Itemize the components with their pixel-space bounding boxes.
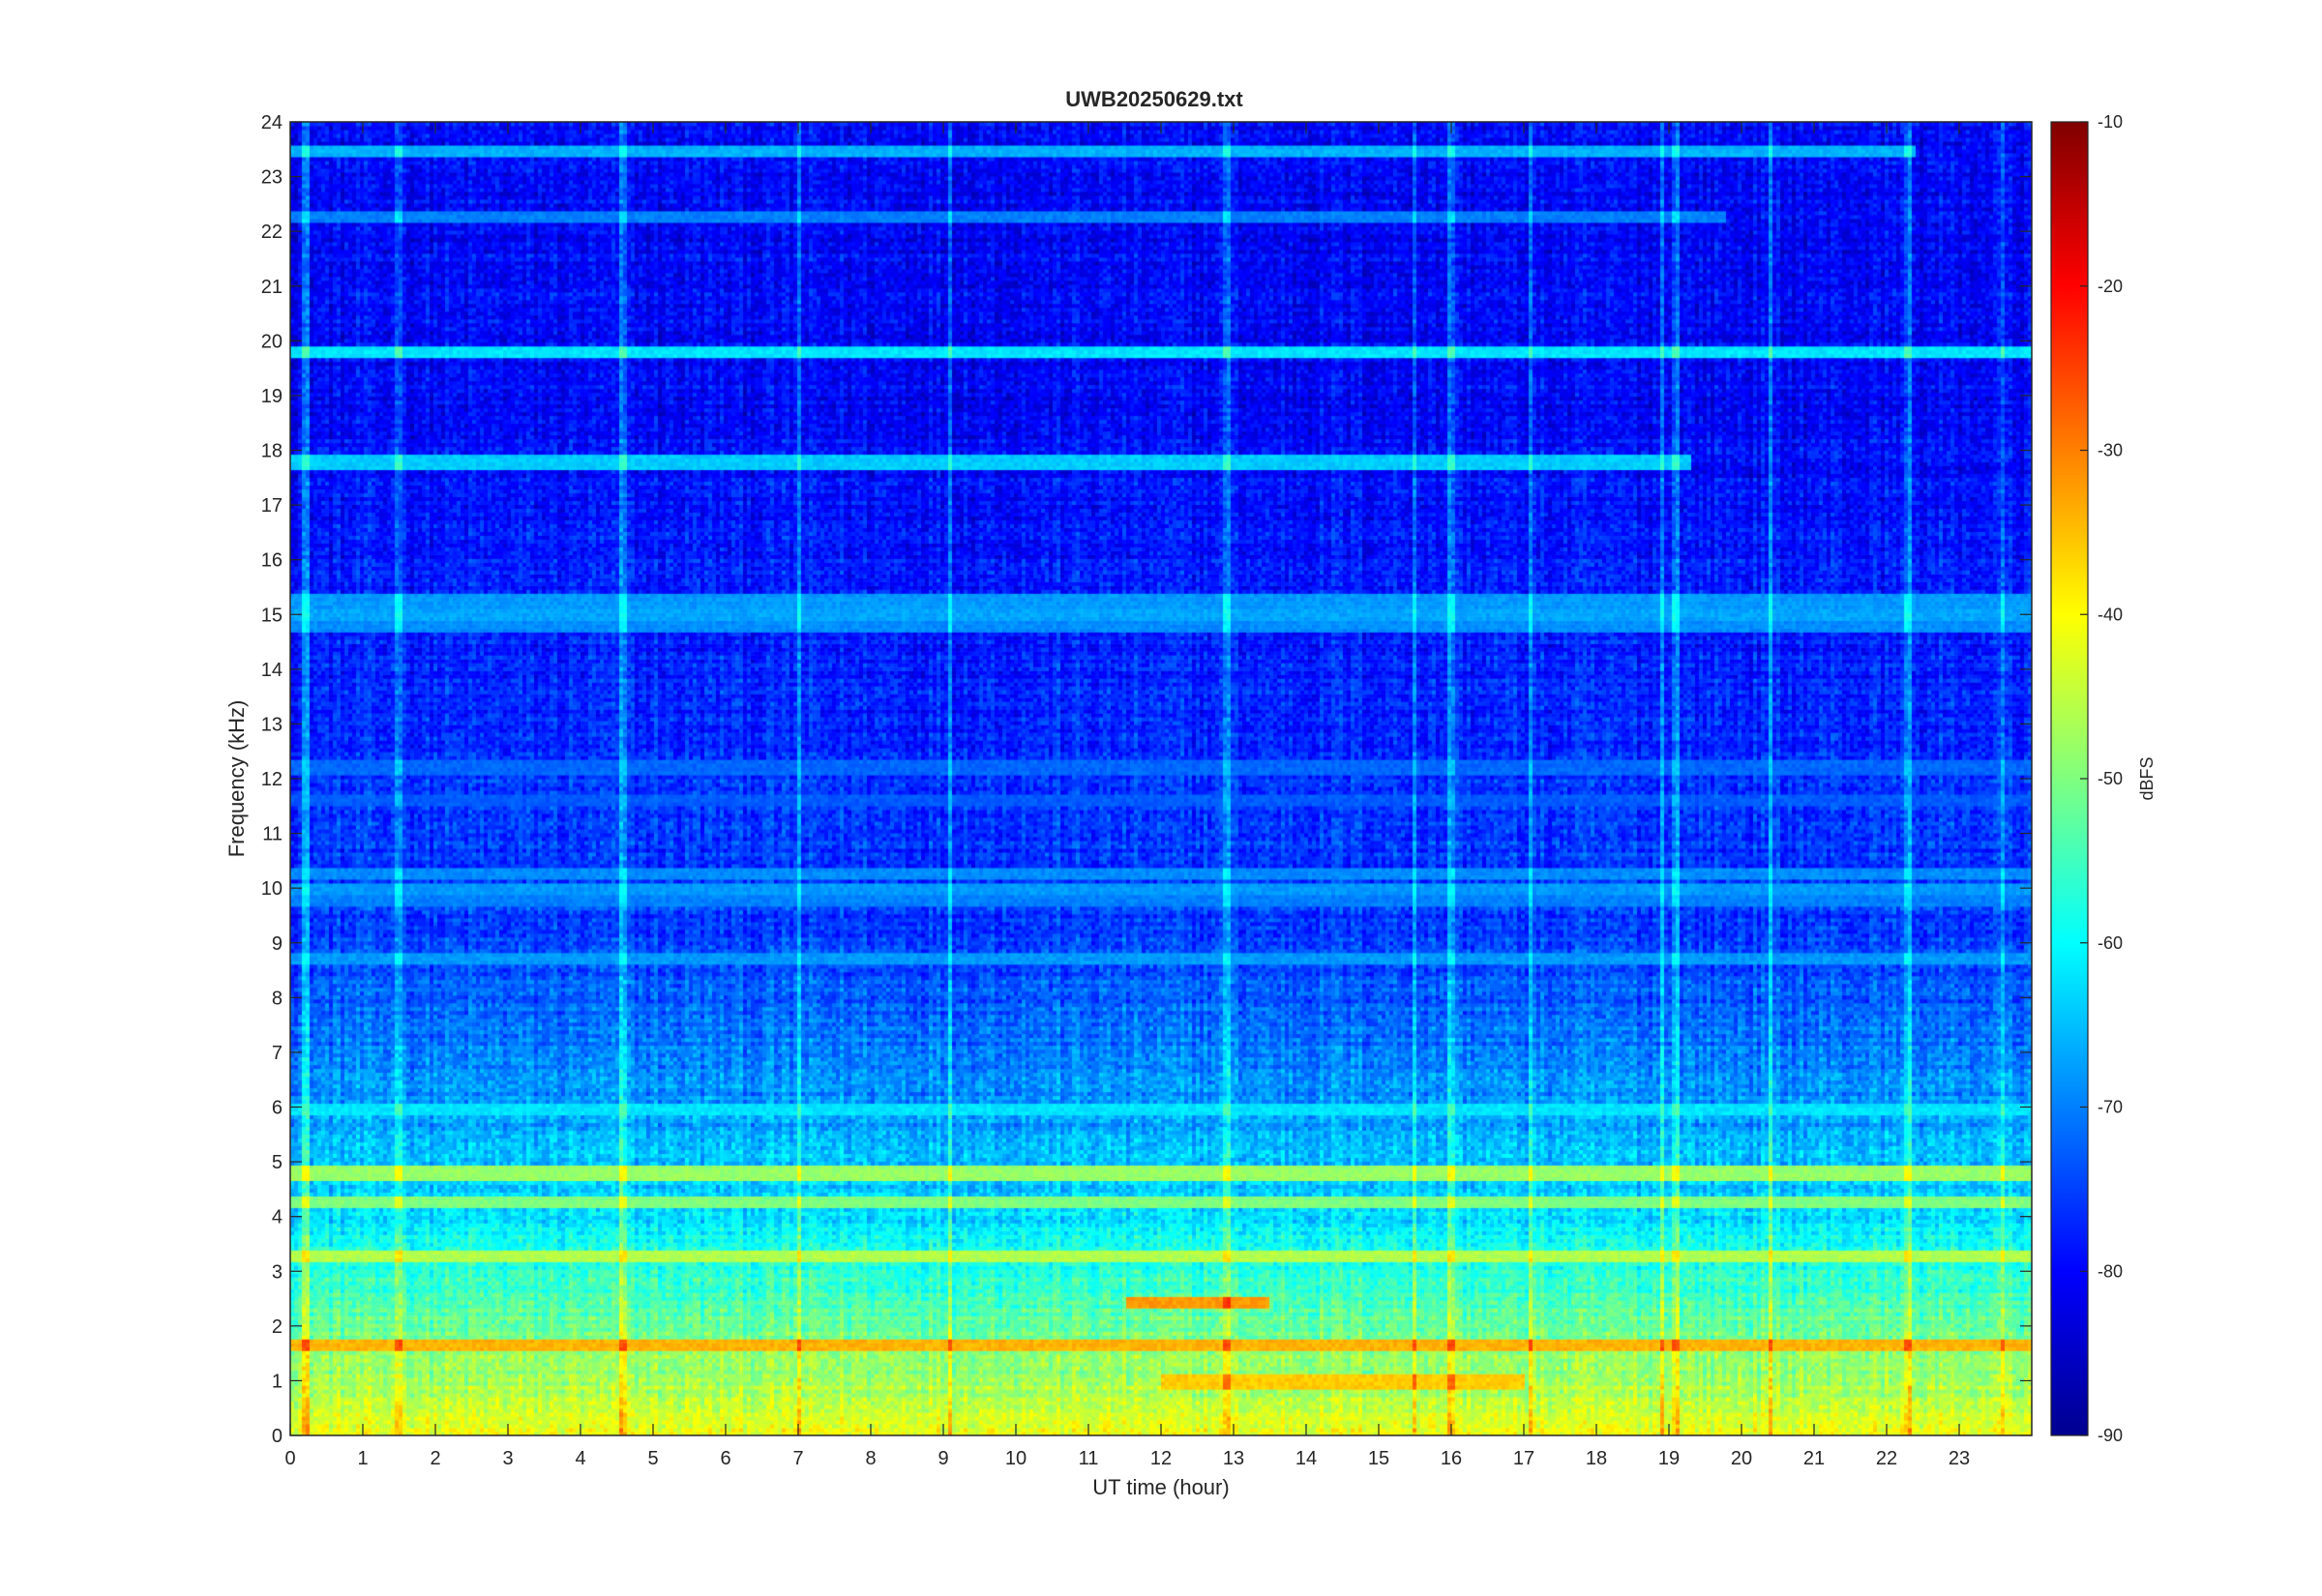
x-tick-label: 9 xyxy=(938,1448,948,1469)
y-tick-label: 8 xyxy=(272,988,283,1009)
x-tick-label: 23 xyxy=(1949,1448,1970,1469)
y-tick-label: 20 xyxy=(261,331,283,352)
x-tick-label: 0 xyxy=(284,1448,295,1469)
colorbar-label: dBFS xyxy=(2137,756,2157,800)
y-tick-label: 21 xyxy=(261,277,283,298)
y-tick-label: 11 xyxy=(262,824,283,845)
y-tick-label: 22 xyxy=(261,222,283,243)
colorbar-ticks: -10 -20 -30 -40 -50 -60 -70 -80 -90 xyxy=(2080,112,2123,1445)
x-tick-label: 18 xyxy=(1586,1448,1607,1469)
y-tick-label: 3 xyxy=(272,1261,283,1283)
colorbar-tick-label: -60 xyxy=(2098,933,2123,953)
x-axis-label: UT time (hour) xyxy=(1092,1475,1229,1499)
x-tick-label: 15 xyxy=(1368,1448,1389,1469)
colorbar: -10 -20 -30 -40 -50 -60 -70 -80 -90 dBFS xyxy=(2050,112,2157,1445)
x-tick-label: 3 xyxy=(502,1448,513,1469)
chart-title: UWB20250629.txt xyxy=(1065,87,1243,111)
y-tick-label: 10 xyxy=(261,878,283,900)
x-tick-label: 7 xyxy=(792,1448,803,1469)
x-tick-label: 14 xyxy=(1295,1448,1317,1469)
x-tick-label: 11 xyxy=(1079,1448,1099,1469)
x-tick-label: 10 xyxy=(1005,1448,1027,1469)
spectrogram-heatmap xyxy=(290,122,2032,1435)
y-tick-label: 16 xyxy=(261,550,283,572)
y-tick-label: 12 xyxy=(261,769,283,790)
colorbar-tick-label: -80 xyxy=(2098,1261,2123,1281)
x-tick-label: 13 xyxy=(1223,1448,1244,1469)
colorbar-tick-label: -20 xyxy=(2098,277,2123,296)
y-tick-label: 4 xyxy=(272,1207,283,1228)
x-tick-label: 1 xyxy=(357,1448,368,1469)
x-tick-label: 12 xyxy=(1150,1448,1172,1469)
y-tick-label: 9 xyxy=(272,933,283,955)
x-tick-label: 4 xyxy=(575,1448,585,1469)
x-tick-label: 8 xyxy=(865,1448,876,1469)
x-tick-label: 22 xyxy=(1876,1448,1897,1469)
x-tick-label: 17 xyxy=(1513,1448,1534,1469)
plot-area xyxy=(289,121,2033,1436)
y-tick-label: 7 xyxy=(272,1043,283,1064)
y-tick-label: 2 xyxy=(272,1316,283,1338)
x-tick-label: 16 xyxy=(1441,1448,1462,1469)
colorbar-tick-label: -10 xyxy=(2098,112,2123,132)
y-tick-label: 18 xyxy=(261,441,283,462)
y-tick-label: 17 xyxy=(261,495,283,517)
colorbar-tick-label: -30 xyxy=(2098,441,2123,460)
y-tick-label: 6 xyxy=(272,1098,283,1119)
x-tick-label: 6 xyxy=(720,1448,730,1469)
x-tick-label: 5 xyxy=(647,1448,658,1469)
y-axis-label: Frequency (kHz) xyxy=(224,700,249,858)
x-tick-label: 2 xyxy=(430,1448,440,1469)
colorbar-tick-label: -70 xyxy=(2098,1098,2123,1117)
y-tick-label: 14 xyxy=(261,660,283,681)
y-tick-label: 5 xyxy=(272,1152,283,1173)
y-tick-label: 23 xyxy=(261,167,283,189)
y-tick-label: 13 xyxy=(261,714,283,735)
y-tick-label: 1 xyxy=(272,1371,283,1392)
x-tick-label: 21 xyxy=(1803,1448,1825,1469)
colorbar-tick-label: -50 xyxy=(2098,769,2123,788)
colorbar-tick-label: -40 xyxy=(2098,605,2123,624)
y-tick-label: 19 xyxy=(261,386,283,407)
x-axis: 0 1 2 3 4 5 6 7 8 9 10 11 12 13 14 15 16 17 18 19 20 21 22 23 xyxy=(284,122,1970,1469)
y-tick-label: 15 xyxy=(261,605,283,626)
colorbar-tick-label: -90 xyxy=(2098,1426,2123,1445)
x-tick-label: 20 xyxy=(1731,1448,1752,1469)
y-tick-label: 0 xyxy=(272,1426,283,1447)
x-tick-label: 19 xyxy=(1658,1448,1680,1469)
y-tick-label: 24 xyxy=(261,112,283,133)
